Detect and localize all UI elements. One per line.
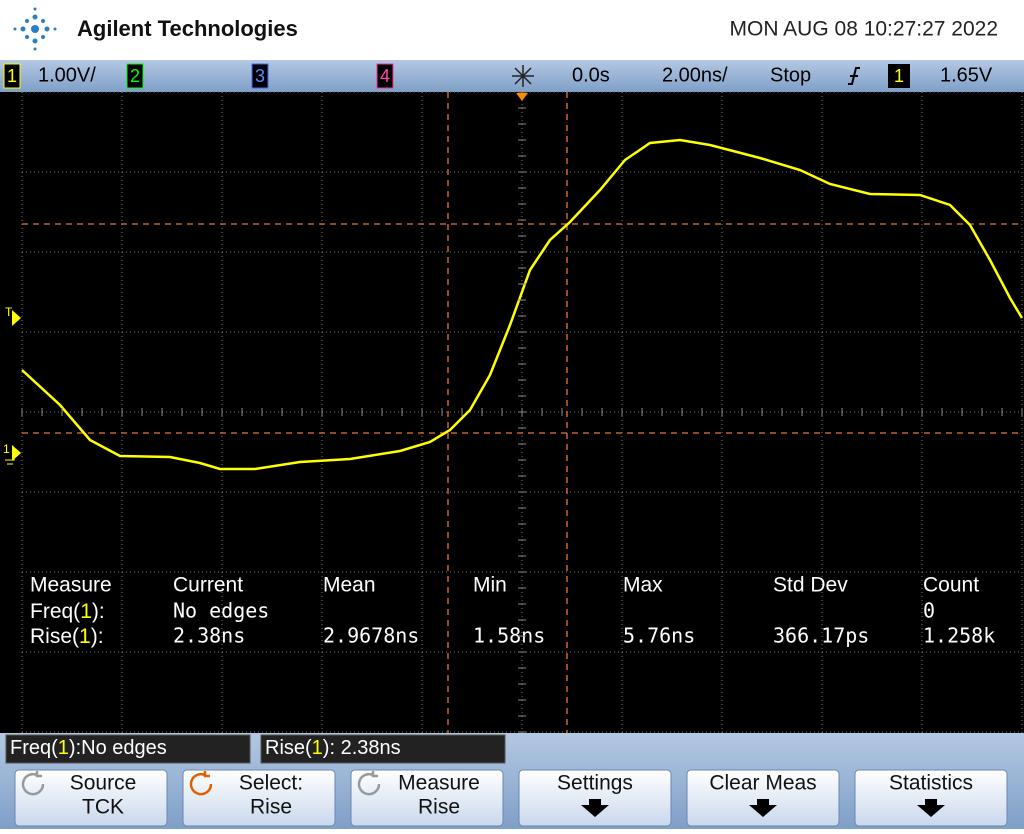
message-part: Freq( (10, 737, 58, 759)
message: Freq(1):No edges (10, 737, 167, 759)
datetime: MON AUG 08 10:27:27 2022 (730, 18, 999, 41)
meas-header: Min (473, 574, 507, 597)
waveform (21, 138, 1024, 471)
softkey[interactable] (686, 769, 840, 827)
meas-cell: 1.58ns (473, 624, 545, 648)
meas-cell: 366.17ps (773, 624, 869, 648)
ch4-badge[interactable] (376, 63, 394, 89)
message-part: 1 (312, 737, 323, 759)
softkey[interactable] (350, 769, 504, 827)
softkey[interactable] (182, 769, 336, 827)
meas-header: Current (173, 574, 243, 597)
softkey-label: Settings (557, 772, 633, 795)
softkey[interactable] (518, 769, 672, 827)
softkey-label: TCK (82, 796, 124, 819)
ch4: 4 (380, 66, 390, 86)
ground-symbol (5, 459, 15, 465)
measurements: Measure Current Mean Min Max Std Dev Count Freq… (30, 574, 995, 648)
message-part: ): 2.38ns (323, 737, 401, 759)
softkey-label: Clear Meas (709, 772, 816, 795)
meas-label-part: 1 (80, 600, 92, 623)
ground-marker-label: 1 (3, 442, 10, 456)
meas-cell: 2.9678ns (323, 624, 419, 648)
message-box (260, 734, 506, 764)
knob-icon (21, 771, 45, 796)
meas-label-part: Freq( (30, 600, 80, 623)
meas-label-part: Rise( (30, 625, 79, 648)
softkey-label: Measure (398, 772, 480, 795)
ch1: 1 (7, 66, 17, 86)
arrow-icon (917, 799, 945, 817)
softkey[interactable] (854, 769, 1008, 827)
softkey[interactable] (14, 769, 168, 827)
meas-cell: 5.76ns (623, 624, 695, 648)
meas-cell: 2.38ns (173, 624, 245, 648)
arrow-icon (749, 799, 777, 817)
softkey-label: Statistics (889, 772, 973, 795)
meas-header: Std Dev (773, 574, 848, 597)
meas-label-part: 1 (79, 625, 91, 648)
run-state: Stop (770, 64, 811, 86)
ch3-badge[interactable] (251, 63, 269, 89)
timebase: 2.00ns/ (662, 64, 728, 86)
delay-icon (512, 65, 534, 87)
ch2: 2 (130, 66, 140, 86)
softkey-label: Source (70, 772, 137, 795)
trigger-level: 1.65V (940, 64, 993, 86)
meas-cell: 0 (923, 599, 935, 623)
trigger-slope (848, 67, 860, 85)
meas-label-part: ): (91, 625, 104, 648)
trigger-pos-marker (516, 93, 528, 101)
trig-src-badge (888, 64, 910, 88)
ch1-badge (3, 63, 21, 89)
meas-cell: 1.258k (923, 624, 995, 648)
meas-header: Count (923, 574, 979, 597)
messages: Freq(1):No edges Rise(1): 2.38ns (5, 734, 506, 764)
message-part: ):No edges (69, 737, 167, 759)
meas-header: Max (623, 574, 663, 597)
meas-cell: No edges (173, 599, 269, 623)
softkey-label: Rise (250, 796, 292, 819)
cursors (22, 92, 1022, 733)
ch1-scale: 1.00V/ (38, 64, 96, 86)
softkey-label: Select: (239, 772, 303, 795)
logo (13, 7, 57, 51)
delay: 0.0s (572, 64, 610, 86)
arrow-icon (581, 799, 609, 817)
message-part: 1 (58, 737, 69, 759)
trigger-marker-label: T (5, 305, 13, 319)
meas-label-part: ): (92, 600, 105, 623)
meas-header: Measure (30, 574, 112, 597)
softkey-label: Rise (418, 796, 460, 819)
knob-icon (357, 771, 381, 796)
brand: Agilent Technologies (77, 16, 298, 41)
message-box (5, 734, 251, 764)
ground-marker (12, 445, 21, 461)
center-ticks (21, 91, 1023, 733)
trigger-source: 1 (894, 66, 904, 86)
message-part: Rise( (265, 737, 312, 759)
ch3: 3 (255, 66, 265, 86)
header-bg (0, 0, 1024, 60)
knob-icon (189, 771, 213, 796)
message: Rise(1): 2.38ns (265, 737, 401, 759)
trigger-level-marker (12, 310, 21, 326)
ch2-badge[interactable] (126, 63, 144, 89)
meas-label: Freq(1): (30, 600, 105, 623)
meas-header: Mean (323, 574, 376, 597)
meas-label: Rise(1): (30, 625, 104, 648)
